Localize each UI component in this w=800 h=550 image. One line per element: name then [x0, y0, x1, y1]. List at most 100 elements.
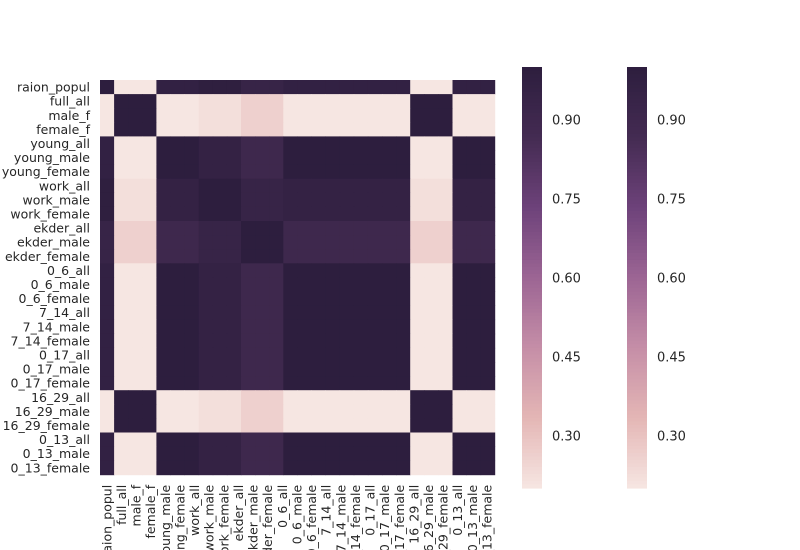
- heatmap-cell: [283, 122, 298, 137]
- heatmap-cell: [198, 263, 214, 278]
- heatmap-cell: [269, 291, 284, 306]
- heatmap-cell: [452, 235, 467, 250]
- heatmap-cell: [255, 108, 270, 123]
- heatmap-cell: [255, 235, 270, 250]
- heatmap-cell: [353, 277, 369, 292]
- heatmap-cell: [156, 333, 171, 349]
- heatmap-cell: [184, 263, 200, 278]
- heatmap-cell: [128, 319, 143, 335]
- y-tick-label: 16_29_female: [3, 418, 91, 433]
- heatmap-cell: [142, 108, 157, 123]
- heatmap-cell: [184, 390, 200, 405]
- colorbar-segment: [627, 214, 647, 219]
- heatmap-cell: [353, 376, 369, 391]
- heatmap-cell: [198, 362, 214, 377]
- colorbar-segment: [627, 484, 647, 489]
- heatmap-cell: [325, 376, 341, 391]
- heatmap-cell: [311, 277, 326, 292]
- heatmap-cell: [269, 80, 284, 95]
- heatmap-cell: [128, 94, 143, 109]
- heatmap-cell: [142, 333, 157, 349]
- colorbar-segment: [627, 309, 647, 314]
- heatmap-cell: [452, 333, 467, 349]
- colorbar-segment: [522, 442, 542, 447]
- heatmap-cell: [396, 80, 411, 95]
- heatmap-cell: [452, 150, 467, 165]
- colorbar-segment: [522, 379, 542, 384]
- heatmap-cell: [410, 418, 425, 433]
- heatmap-cell: [339, 418, 355, 433]
- colorbar-segment: [522, 259, 542, 265]
- heatmap-cell: [382, 150, 397, 165]
- heatmap-cell: [410, 192, 425, 208]
- heatmap-cell: [353, 192, 369, 208]
- colorbar-segment: [522, 421, 542, 426]
- heatmap-cell: [128, 122, 143, 137]
- heatmap-cell: [438, 164, 453, 180]
- heatmap-cell: [297, 80, 312, 95]
- colorbar-segment: [627, 245, 647, 251]
- x-tick-label: 0_6_female: [304, 484, 319, 550]
- heatmap-cell: [410, 333, 425, 349]
- heatmap-cell: [297, 390, 312, 405]
- colorbar-segment: [627, 347, 647, 352]
- heatmap-cell: [156, 291, 171, 306]
- heatmap-cell: [325, 404, 341, 419]
- colorbar-segment: [627, 161, 647, 166]
- heatmap-cell: [438, 404, 453, 419]
- heatmap-cell: [339, 319, 355, 335]
- heatmap-cell: [367, 263, 383, 278]
- heatmap-cell: [466, 362, 482, 377]
- colorbar-segment: [522, 137, 542, 142]
- heatmap-cell: [114, 347, 129, 363]
- heatmap-cell: [396, 249, 411, 264]
- colorbar-segment: [627, 463, 647, 468]
- heatmap-cell: [367, 347, 383, 363]
- heatmap-cell: [339, 136, 355, 151]
- heatmap-cell: [128, 235, 143, 250]
- heatmap-cell: [100, 305, 115, 321]
- colorbar-segment: [627, 435, 647, 440]
- heatmap-cell: [283, 432, 298, 447]
- heatmap-cell: [367, 94, 383, 109]
- heatmap-cell: [156, 150, 171, 165]
- colorbar-segment: [522, 365, 542, 370]
- heatmap-cell: [452, 460, 467, 476]
- x-tick-label: 0_13_male: [465, 484, 480, 550]
- colorbar-secondary: 0.30 0.45 0.60 0.75 0.90: [627, 67, 686, 489]
- heatmap-cell: [198, 136, 214, 151]
- heatmap-cell: [353, 362, 369, 377]
- y-tick-label: ekder_all: [33, 221, 90, 236]
- heatmap-cell: [212, 432, 228, 447]
- heatmap-cell: [480, 277, 496, 292]
- heatmap-cell: [382, 80, 397, 95]
- colorbar-segment: [627, 98, 647, 103]
- colorbar-segment: [627, 477, 647, 482]
- colorbar-segment: [522, 193, 542, 198]
- heatmap-cell: [156, 108, 171, 123]
- colorbar-segment: [522, 309, 542, 314]
- heatmap-cell: [396, 235, 411, 250]
- heatmap-cell: [480, 418, 496, 433]
- colorbar-segment: [522, 323, 542, 328]
- colorbar-segment: [627, 193, 647, 198]
- colorbar-segment: [627, 116, 647, 121]
- heatmap-cell: [212, 291, 228, 306]
- heatmap-cell: [128, 164, 143, 180]
- colorbar-segment: [522, 456, 542, 461]
- heatmap-cell: [311, 404, 326, 419]
- heatmap-cell: [241, 277, 256, 292]
- heatmap-cell: [241, 221, 256, 236]
- heatmap-cell: [466, 221, 482, 236]
- heatmap-cell: [297, 404, 312, 419]
- heatmap-cell: [128, 347, 143, 363]
- heatmap-cell: [156, 263, 171, 278]
- heatmap-cell: [156, 432, 171, 447]
- colorbar-segment: [627, 361, 647, 366]
- heatmap-cell: [325, 432, 341, 447]
- heatmap-cell: [100, 432, 115, 447]
- heatmap-cell: [339, 277, 355, 292]
- heatmap-cell: [212, 108, 228, 123]
- heatmap-cell: [396, 122, 411, 137]
- heatmap-cell: [255, 122, 270, 137]
